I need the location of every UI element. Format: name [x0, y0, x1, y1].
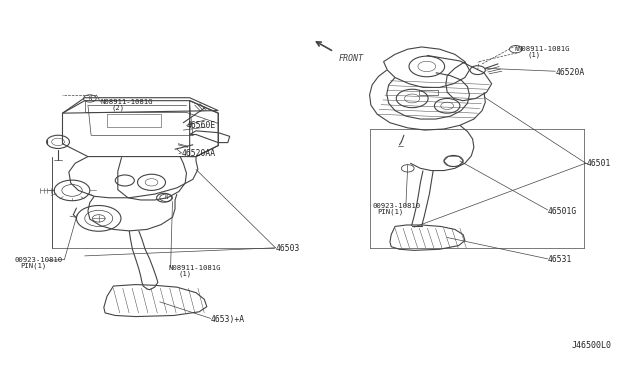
Text: N: N — [88, 96, 92, 101]
Text: N08911-1081G: N08911-1081G — [169, 264, 221, 271]
Text: FRONT: FRONT — [339, 54, 364, 63]
Text: 4653)+A: 4653)+A — [211, 315, 244, 324]
Text: 46501G: 46501G — [548, 206, 577, 215]
Text: N08911-1081G: N08911-1081G — [517, 46, 570, 52]
Text: (2): (2) — [111, 105, 125, 111]
Text: (1): (1) — [179, 270, 192, 277]
Text: (1): (1) — [527, 52, 540, 58]
Text: N08911-1081G: N08911-1081G — [100, 99, 153, 105]
Text: 00923-10810: 00923-10810 — [15, 257, 63, 263]
Text: J46500L0: J46500L0 — [572, 341, 611, 350]
Text: N: N — [514, 46, 518, 52]
Text: 46503: 46503 — [275, 244, 300, 253]
Text: 46531: 46531 — [548, 255, 572, 264]
Text: 46560E: 46560E — [186, 121, 216, 130]
Text: 00923-10810: 00923-10810 — [372, 203, 420, 209]
Text: PIN(1): PIN(1) — [20, 263, 46, 269]
Text: 46520A: 46520A — [556, 68, 584, 77]
Text: 46501: 46501 — [587, 160, 611, 169]
Text: 46520AA: 46520AA — [181, 149, 216, 158]
Text: PIN(1): PIN(1) — [377, 209, 403, 215]
Text: N: N — [164, 195, 168, 200]
